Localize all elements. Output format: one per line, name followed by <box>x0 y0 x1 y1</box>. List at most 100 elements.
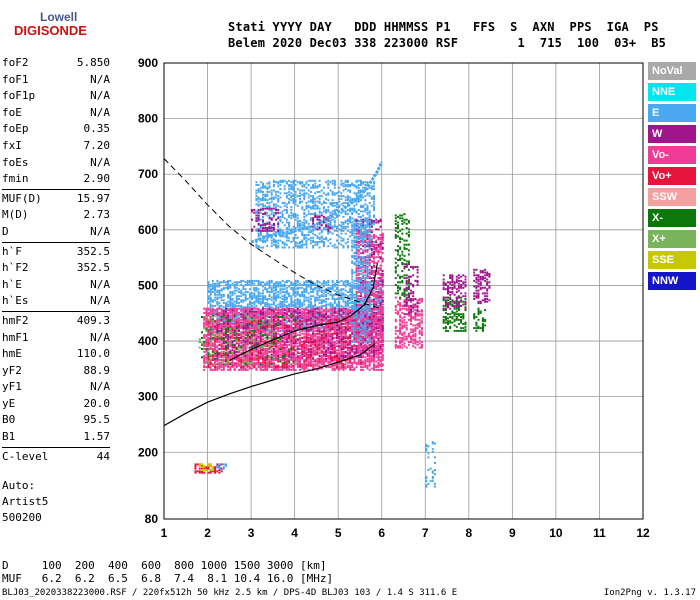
echo-point <box>266 338 269 341</box>
echo-point <box>285 345 288 348</box>
echo-point <box>342 282 345 285</box>
echo-point <box>209 296 212 299</box>
echo-point <box>225 320 227 323</box>
echo-point <box>333 348 336 350</box>
echo-point <box>288 285 291 288</box>
echo-point <box>246 343 249 346</box>
echo-point <box>262 314 264 317</box>
echo-point <box>353 184 356 186</box>
echo-point <box>320 189 323 192</box>
echo-point <box>318 246 321 249</box>
echo-point <box>299 334 301 337</box>
param-name: h`F <box>2 244 22 258</box>
echo-point <box>207 355 210 357</box>
echo-point <box>366 217 369 220</box>
echo-point <box>340 328 343 331</box>
echo-point <box>299 303 301 306</box>
echo-point <box>364 328 367 331</box>
param-separator <box>2 310 110 312</box>
echo-point <box>346 329 349 332</box>
echo-point <box>344 309 347 312</box>
echo-point <box>327 328 330 331</box>
echo-point <box>329 360 332 363</box>
echo-point <box>342 215 345 218</box>
echo-point <box>318 238 321 241</box>
echo-point <box>296 284 299 286</box>
echo-point <box>257 288 260 291</box>
echo-point <box>205 353 208 356</box>
echo-point <box>231 310 234 313</box>
echo-point <box>292 282 295 285</box>
echo-point <box>320 304 323 307</box>
echo-point <box>299 361 301 364</box>
echo-point <box>244 307 247 310</box>
echo-point <box>307 309 310 312</box>
echo-point <box>333 221 336 224</box>
echo-point <box>290 314 293 317</box>
echo-point <box>231 313 234 316</box>
echo-point <box>329 348 332 350</box>
param-row: MUF(D) 15.97 <box>2 191 110 208</box>
echo-point <box>312 228 315 231</box>
echo-point <box>327 182 330 185</box>
echo-point <box>338 355 341 357</box>
echo-point <box>340 304 343 307</box>
echo-point <box>231 360 234 363</box>
echo-point <box>283 179 286 182</box>
echo-point <box>349 189 352 192</box>
echo-point <box>314 311 317 314</box>
echo-point <box>257 324 260 327</box>
echo-point <box>275 245 277 248</box>
echo-point <box>329 220 332 223</box>
echo-point <box>296 298 299 300</box>
echo-point <box>272 300 275 303</box>
echo-point <box>275 343 277 346</box>
echo-point <box>342 189 345 192</box>
echo-point <box>257 235 260 238</box>
echo-point <box>294 363 297 366</box>
echo-point <box>336 288 338 291</box>
echo-point <box>262 368 264 371</box>
echo-point <box>262 221 264 224</box>
echo-point <box>229 357 232 360</box>
echo-point <box>333 186 336 189</box>
echo-point <box>259 366 262 369</box>
echo-point <box>288 215 291 218</box>
echo-point <box>344 185 347 188</box>
echo-point <box>225 309 227 312</box>
echo-point <box>325 289 328 292</box>
echo-point <box>309 302 312 305</box>
echo-point <box>322 313 325 316</box>
echo-point <box>214 282 217 285</box>
echo-point <box>340 293 343 296</box>
param-name: fmin <box>2 172 29 186</box>
echo-point <box>373 206 375 209</box>
echo-point <box>316 336 319 339</box>
echo-point <box>314 211 317 214</box>
echo-point <box>344 335 347 338</box>
echo-point <box>272 345 275 348</box>
echo-point <box>231 293 234 296</box>
echo-point <box>253 317 256 320</box>
echo-point <box>259 211 262 214</box>
echo-point <box>233 367 236 370</box>
echo-point <box>309 343 312 346</box>
echo-point <box>351 295 354 298</box>
echo-point <box>290 232 293 235</box>
echo-point <box>327 286 330 289</box>
echo-point <box>294 309 297 312</box>
echo-point <box>344 179 347 182</box>
echo-point <box>292 292 295 295</box>
echo-point <box>316 236 319 239</box>
echo-point <box>329 304 332 307</box>
echo-point <box>281 295 284 298</box>
echo-point <box>222 311 225 314</box>
echo-point <box>277 345 280 348</box>
echo-point <box>340 229 343 232</box>
echo-point <box>327 349 330 352</box>
echo-point <box>338 339 341 342</box>
echo-point <box>296 288 299 291</box>
echo-point <box>225 286 227 289</box>
echo-point <box>301 207 304 210</box>
echo-point <box>301 367 304 370</box>
